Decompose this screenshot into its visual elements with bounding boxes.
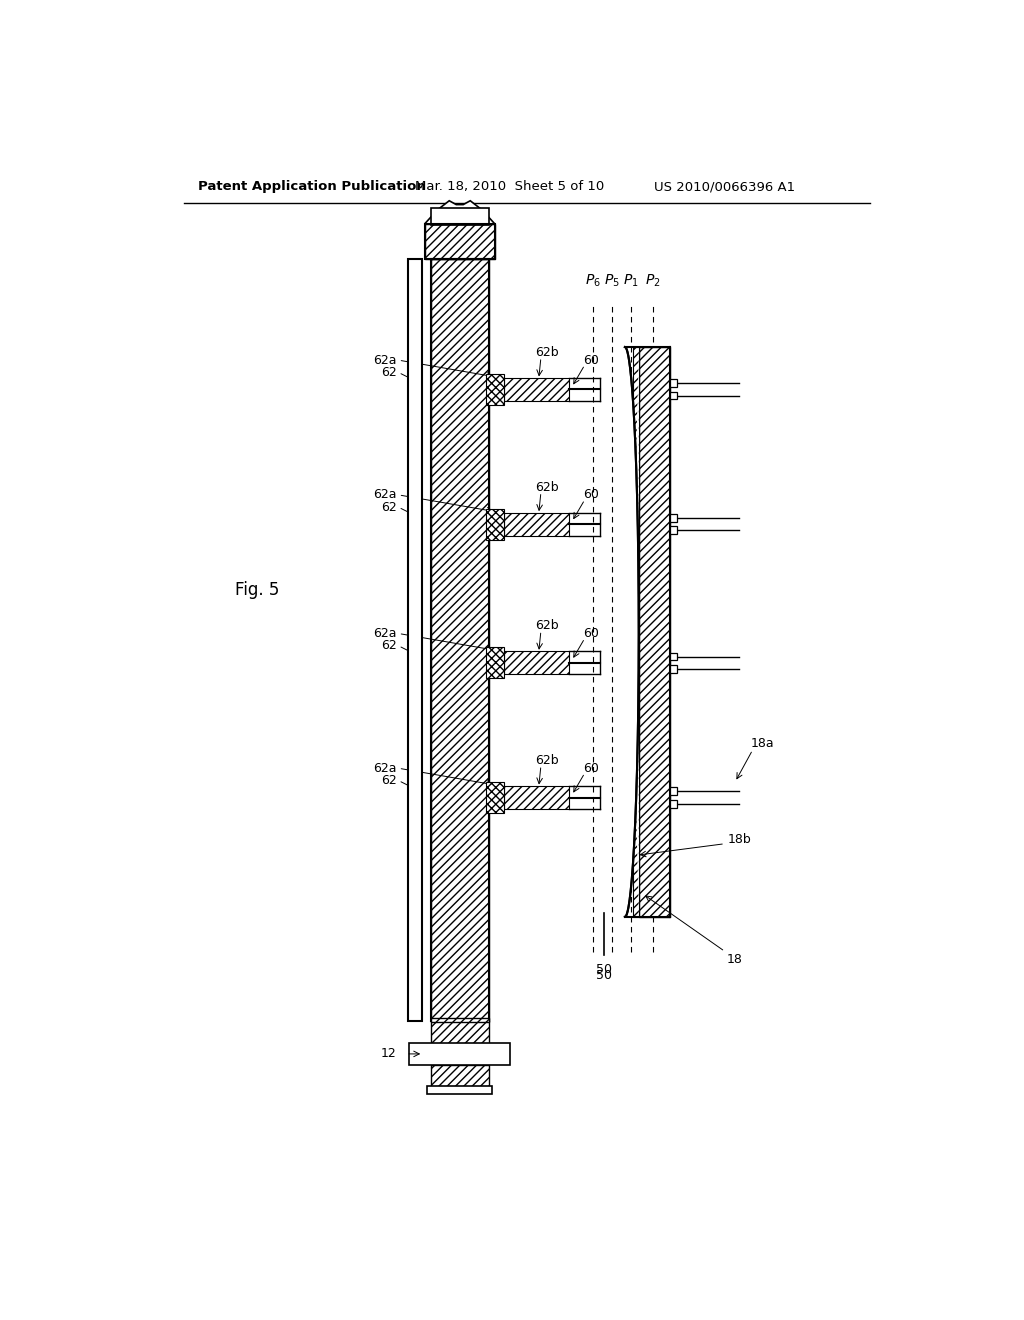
- Bar: [670, 379, 677, 387]
- Text: 62b: 62b: [535, 754, 558, 767]
- Text: 62b: 62b: [535, 619, 558, 632]
- Text: 62a: 62a: [374, 488, 397, 502]
- Text: Fig. 5: Fig. 5: [234, 581, 279, 598]
- Bar: [670, 800, 677, 808]
- Text: 60: 60: [584, 762, 599, 775]
- Bar: [486, 647, 504, 678]
- Text: US 2010/0066396 A1: US 2010/0066396 A1: [654, 181, 796, 194]
- Text: 62: 62: [381, 366, 397, 379]
- Bar: [410, 1043, 510, 1065]
- Text: Mar. 18, 2010  Sheet 5 of 10: Mar. 18, 2010 Sheet 5 of 10: [416, 181, 605, 194]
- Text: $P_5$: $P_5$: [604, 273, 620, 289]
- Bar: [670, 515, 677, 521]
- Bar: [431, 209, 488, 226]
- Bar: [408, 259, 422, 1020]
- Text: 12: 12: [381, 1047, 396, 1060]
- Bar: [504, 512, 569, 536]
- Text: 18b: 18b: [727, 833, 751, 846]
- Text: 62a: 62a: [374, 627, 397, 640]
- Bar: [670, 527, 677, 535]
- Bar: [633, 347, 639, 917]
- Polygon shape: [625, 347, 639, 917]
- Bar: [431, 259, 488, 1020]
- Text: 62: 62: [381, 639, 397, 652]
- Text: $P_2$: $P_2$: [645, 273, 660, 289]
- Bar: [427, 1086, 493, 1094]
- Bar: [431, 1065, 488, 1088]
- Bar: [670, 653, 677, 660]
- Polygon shape: [625, 347, 639, 917]
- Bar: [486, 374, 504, 405]
- Bar: [425, 224, 495, 259]
- Text: 60: 60: [584, 354, 599, 367]
- Text: $P_1$: $P_1$: [624, 273, 639, 289]
- Text: $P_6$: $P_6$: [585, 273, 600, 289]
- Bar: [504, 378, 569, 401]
- Text: 60: 60: [584, 488, 599, 502]
- Text: 50: 50: [596, 964, 611, 975]
- Bar: [670, 392, 677, 400]
- Text: Patent Application Publication: Patent Application Publication: [198, 181, 425, 194]
- Text: 60: 60: [584, 627, 599, 640]
- Text: 62: 62: [381, 774, 397, 787]
- Bar: [431, 1019, 488, 1022]
- Text: 18: 18: [727, 953, 743, 966]
- Text: 62b: 62b: [535, 480, 558, 494]
- Text: 62a: 62a: [374, 762, 397, 775]
- Text: 62a: 62a: [374, 354, 397, 367]
- Bar: [670, 788, 677, 795]
- Bar: [504, 785, 569, 809]
- Text: 62: 62: [381, 500, 397, 513]
- Bar: [639, 347, 670, 917]
- Bar: [504, 651, 569, 675]
- Text: 62b: 62b: [535, 346, 558, 359]
- Bar: [431, 259, 488, 1020]
- Bar: [425, 224, 495, 259]
- Bar: [486, 781, 504, 813]
- Polygon shape: [425, 201, 495, 224]
- Bar: [486, 508, 504, 540]
- Text: 50: 50: [596, 969, 611, 982]
- Bar: [670, 665, 677, 673]
- Text: 18a: 18a: [751, 737, 774, 750]
- Bar: [431, 1020, 488, 1044]
